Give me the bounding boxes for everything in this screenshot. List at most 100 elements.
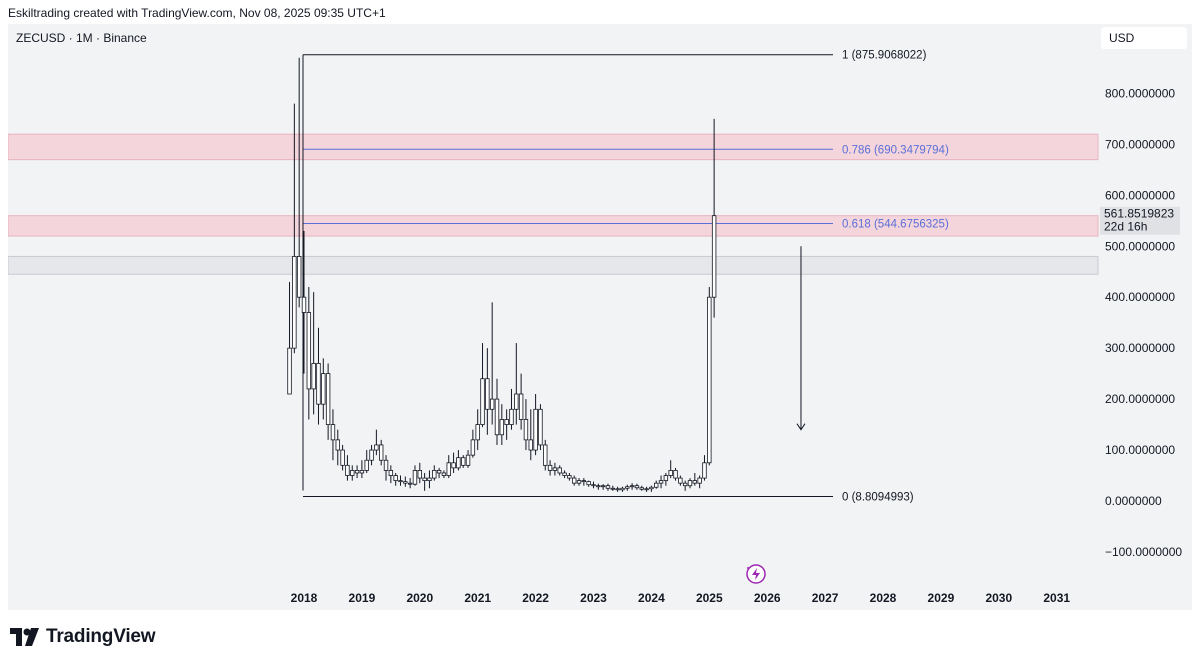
arrow-layer [796, 246, 806, 431]
candle-body [383, 459, 389, 471]
candle-body [461, 457, 466, 466]
candle-body [504, 419, 509, 425]
candle-body [600, 485, 606, 488]
candle-body [702, 462, 707, 479]
time-axis: 2018 2019 2020 2021 2022 2023 2024 2025 2026 2027… [291, 591, 1071, 605]
candle-body [489, 398, 495, 410]
time-tick-label: 2023 [580, 591, 607, 605]
time-tick-label: 2028 [870, 591, 897, 605]
candle-body [311, 363, 316, 390]
chart-frame[interactable]: 1 (875.9068022) 0.786 (690.3479794) 0.618 … [8, 24, 1192, 610]
candle-body [374, 444, 379, 451]
candle-body [639, 487, 644, 490]
candle-body [325, 373, 331, 425]
projection-arrow-head [796, 423, 806, 431]
candle-body [649, 486, 654, 490]
candle-body [591, 484, 596, 487]
candle-body [287, 347, 292, 395]
candle-body [475, 424, 480, 441]
candle-body [499, 419, 505, 436]
fib-layer: 1 (875.9068022) 0.786 (690.3479794) 0.618 … [302, 50, 949, 504]
candle-body [528, 439, 533, 451]
candle-body [518, 393, 524, 420]
candle-body [682, 482, 688, 487]
time-tick-label: 2025 [696, 591, 723, 605]
candle-body [292, 256, 297, 349]
tradingview-logo-icon [10, 628, 39, 646]
candle-body [398, 480, 403, 483]
candle-body [350, 470, 355, 476]
candle-body [697, 477, 702, 484]
candle-body [335, 439, 340, 451]
time-tick-label: 2019 [349, 591, 376, 605]
price-tick-label: 0.0000000 [1105, 494, 1162, 508]
header-bar: Eskiltrading created with TradingView.co… [0, 0, 1200, 24]
fib-label-0.618: 0.618 (544.6756325) [842, 218, 949, 230]
last-price-countdown: 22d 16h [1104, 220, 1147, 234]
candle-body [330, 424, 336, 441]
candle-body [393, 475, 398, 482]
header-attribution: Eskiltrading created with TradingView.co… [8, 6, 386, 20]
time-tick-label: 2031 [1043, 591, 1070, 605]
candle-body [538, 408, 543, 446]
fib-label-1: 1 (875.9068022) [842, 50, 927, 62]
candle-body [711, 215, 717, 298]
time-tick-label: 2024 [638, 591, 665, 605]
candle-body [692, 480, 698, 484]
candle-body [412, 470, 418, 485]
candle-body [654, 482, 659, 488]
candle-body [465, 454, 471, 466]
candle-body [441, 472, 447, 476]
time-tick-label: 2027 [812, 591, 839, 605]
candle-body [407, 482, 413, 485]
candle-body [629, 485, 635, 488]
candle-body [436, 470, 442, 474]
time-tick-label: 2021 [464, 591, 491, 605]
candle-body [364, 459, 369, 471]
last-price-box [1100, 206, 1180, 235]
candle-body [586, 481, 591, 486]
candle-body [543, 444, 548, 466]
price-axis: 800.0000000 700.0000000 600.0000000 500.000… [1105, 86, 1182, 559]
candle-body [432, 470, 437, 479]
time-tick-label: 2020 [406, 591, 433, 605]
price-tick-label: −100.0000000 [1105, 545, 1182, 559]
lightning-icon[interactable] [746, 564, 766, 584]
candle-body [523, 419, 529, 441]
candle-body [707, 296, 712, 464]
candle-body [615, 488, 620, 491]
time-tick-label: 2022 [522, 591, 549, 605]
chart-svg[interactable]: 1 (875.9068022) 0.786 (690.3479794) 0.618 … [8, 24, 1192, 610]
candle-body [480, 378, 485, 425]
price-tick-label: 200.0000000 [1105, 392, 1175, 406]
candle-body [620, 487, 625, 491]
candle-body [494, 398, 500, 436]
price-tick-label: 100.0000000 [1105, 443, 1175, 457]
candle-body [576, 480, 582, 484]
price-tick-label: 400.0000000 [1105, 290, 1175, 304]
candle-body [451, 462, 456, 469]
candle-body [316, 363, 321, 405]
candle-body [663, 475, 669, 482]
candle-body [547, 464, 553, 471]
price-tick-label: 600.0000000 [1105, 188, 1175, 202]
zones-layer [8, 133, 1099, 275]
candle-body [581, 480, 587, 483]
candle-body [687, 480, 693, 487]
candle-body [296, 256, 302, 298]
candle-body [625, 486, 630, 489]
candle-body [485, 378, 490, 410]
candle-body [417, 470, 422, 479]
candle-body [345, 464, 350, 476]
zone-1 [8, 215, 1099, 237]
candle-body [673, 470, 678, 479]
candle-body [456, 457, 461, 469]
candle-body [567, 475, 572, 479]
candle-body [596, 485, 601, 488]
time-tick-label: 2026 [754, 591, 781, 605]
last-price-value: 561.8519823 [1104, 207, 1174, 221]
currency-button[interactable]: USD [1101, 27, 1187, 49]
candle-body [533, 408, 538, 451]
candle-body [678, 477, 683, 484]
